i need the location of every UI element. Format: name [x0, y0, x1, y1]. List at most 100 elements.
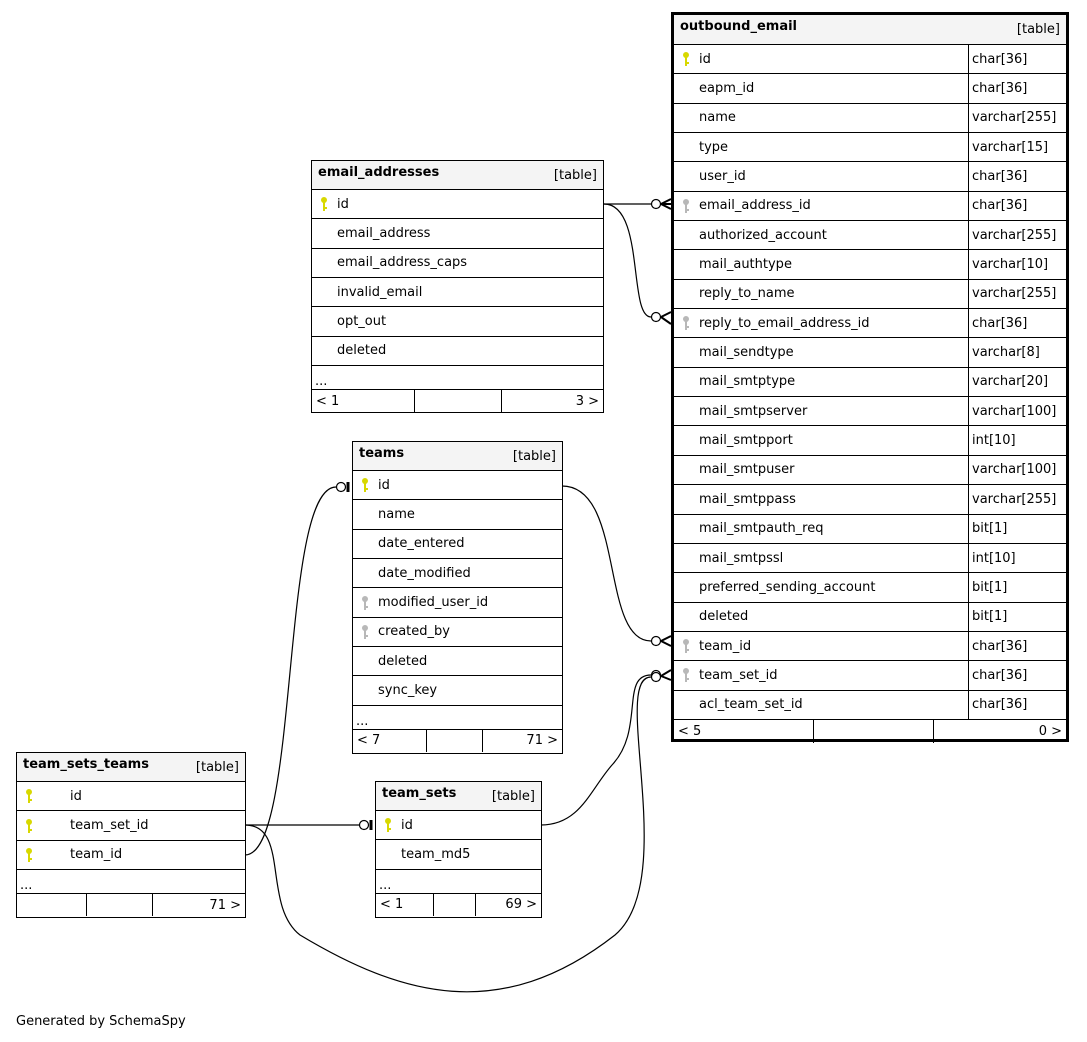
- table-outbound-email[interactable]: outbound_email [table] id char[36] eapm_id ch…: [671, 12, 1069, 743]
- column-row[interactable]: mail_smtpserver varchar[100]: [674, 397, 1066, 427]
- column-row[interactable]: id: [376, 811, 541, 841]
- column-row[interactable]: deleted: [312, 337, 603, 367]
- column-row[interactable]: created_by: [353, 618, 562, 648]
- table-header[interactable]: team_sets [table]: [376, 782, 541, 811]
- column-row[interactable]: authorized_account varchar[255]: [674, 221, 1066, 251]
- column-row[interactable]: user_id char[36]: [674, 162, 1066, 192]
- column-row[interactable]: mail_smtpuser varchar[100]: [674, 455, 1066, 486]
- column-row[interactable]: email_address_id char[36]: [674, 191, 1066, 222]
- column-row[interactable]: mail_smtppass varchar[255]: [674, 485, 1066, 515]
- column-type: varchar[15]: [968, 133, 1066, 162]
- column-row[interactable]: mail_smtpssl int[10]: [674, 543, 1066, 574]
- relationship-counts: < 7 71 >: [353, 729, 562, 752]
- child-count[interactable]: 69 >: [505, 897, 537, 913]
- column-row[interactable]: id: [353, 471, 562, 501]
- row-count: [427, 729, 483, 752]
- table-header[interactable]: outbound_email [table]: [674, 15, 1066, 45]
- column-row[interactable]: name: [353, 500, 562, 530]
- row-count: [814, 719, 934, 743]
- column-name: date_entered: [378, 536, 465, 552]
- column-row[interactable]: id: [17, 782, 245, 812]
- column-row[interactable]: id char[36]: [674, 45, 1066, 75]
- column-type: char[36]: [968, 191, 1066, 221]
- child-count[interactable]: 71 >: [526, 733, 558, 749]
- table-teams[interactable]: teams [table] id name date_entered date_modif…: [352, 441, 563, 754]
- column-row[interactable]: deleted: [353, 647, 562, 677]
- parent-count[interactable]: < 1: [312, 390, 415, 413]
- column-name: modified_user_id: [378, 595, 489, 611]
- table-team-sets-teams[interactable]: team_sets_teams [table] id team_set_id team_…: [16, 752, 246, 918]
- primary-key-icon: [26, 818, 32, 833]
- column-name: authorized_account: [699, 227, 827, 243]
- foreign-key-icon: [362, 624, 368, 639]
- foreign-key-icon: [683, 316, 689, 331]
- table-header[interactable]: team_sets_teams [table]: [17, 753, 245, 782]
- parent-count[interactable]: < 5: [674, 719, 814, 743]
- column-name: deleted: [378, 653, 428, 669]
- column-row[interactable]: mail_smtptype varchar[20]: [674, 367, 1066, 398]
- table-team-sets[interactable]: team_sets [table] id team_md5... < 1 69 >: [375, 781, 542, 918]
- column-row[interactable]: mail_smtpauth_req bit[1]: [674, 514, 1066, 544]
- column-row[interactable]: email_address_caps: [312, 249, 603, 279]
- column-row[interactable]: sync_key: [353, 676, 562, 706]
- column-row[interactable]: reply_to_email_address_id char[36]: [674, 309, 1066, 339]
- column-row[interactable]: team_md5: [376, 840, 541, 870]
- column-name: mail_smtpssl: [699, 550, 784, 566]
- column-row[interactable]: deleted bit[1]: [674, 602, 1066, 632]
- column-name: id: [401, 817, 413, 833]
- column-row[interactable]: mail_sendtype varchar[8]: [674, 338, 1066, 368]
- column-row[interactable]: modified_user_id: [353, 588, 562, 618]
- column-name: deleted: [337, 343, 387, 359]
- column-row[interactable]: email_address: [312, 219, 603, 249]
- column-type: varchar[8]: [968, 338, 1066, 367]
- column-row[interactable]: opt_out: [312, 307, 603, 337]
- child-count[interactable]: 0 >: [1038, 723, 1062, 739]
- row-count: [434, 893, 476, 916]
- child-count[interactable]: 3 >: [575, 393, 599, 409]
- parent-count[interactable]: [17, 894, 87, 917]
- column-name: preferred_sending_account: [699, 579, 876, 595]
- column-row[interactable]: name varchar[255]: [674, 103, 1066, 134]
- relationship-counts: < 1 3 >: [312, 390, 603, 413]
- column-row[interactable]: invalid_email: [312, 278, 603, 308]
- column-type: char[36]: [968, 661, 1066, 690]
- column-row[interactable]: team_set_id: [17, 811, 245, 841]
- column-type: varchar[255]: [968, 103, 1066, 133]
- column-name: mail_sendtype: [699, 345, 794, 361]
- column-row[interactable]: date_entered: [353, 530, 562, 560]
- column-name: opt_out: [337, 314, 387, 330]
- column-name: sync_key: [378, 683, 438, 699]
- column-name: mail_smtpserver: [699, 403, 808, 419]
- column-type: varchar[255]: [968, 279, 1066, 309]
- column-row[interactable]: mail_smtpport int[10]: [674, 426, 1066, 456]
- column-name: type: [699, 139, 729, 155]
- parent-count[interactable]: < 1: [376, 893, 434, 916]
- table-email-addresses[interactable]: email_addresses [table] id email_address ema…: [311, 160, 604, 413]
- column-row[interactable]: preferred_sending_account bit[1]: [674, 573, 1066, 603]
- column-name: user_id: [699, 169, 746, 185]
- column-row[interactable]: reply_to_name varchar[255]: [674, 279, 1066, 310]
- column-row[interactable]: team_id char[36]: [674, 631, 1066, 662]
- column-row[interactable]: id: [312, 190, 603, 220]
- column-name: created_by: [378, 624, 450, 640]
- foreign-key-icon: [683, 639, 689, 654]
- column-name: name: [699, 110, 736, 126]
- column-row[interactable]: acl_team_set_id char[36]: [674, 690, 1066, 720]
- column-row[interactable]: team_id: [17, 841, 245, 871]
- relationship-counts: 71 >: [17, 894, 245, 917]
- column-row[interactable]: type varchar[15]: [674, 133, 1066, 163]
- child-count[interactable]: 71 >: [209, 897, 241, 913]
- table-header[interactable]: teams [table]: [353, 442, 562, 471]
- parent-count[interactable]: < 7: [353, 729, 427, 752]
- column-row[interactable]: mail_authtype varchar[10]: [674, 250, 1066, 280]
- column-name: mail_smtpuser: [699, 462, 795, 478]
- row-count: [415, 390, 502, 413]
- column-row[interactable]: date_modified: [353, 559, 562, 589]
- column-name: acl_team_set_id: [699, 697, 803, 713]
- column-row[interactable]: eapm_id char[36]: [674, 74, 1066, 104]
- table-header[interactable]: email_addresses [table]: [312, 161, 603, 190]
- column-row[interactable]: team_set_id char[36]: [674, 661, 1066, 691]
- table-type-tag: [table]: [491, 788, 535, 804]
- column-type: varchar[255]: [968, 485, 1066, 514]
